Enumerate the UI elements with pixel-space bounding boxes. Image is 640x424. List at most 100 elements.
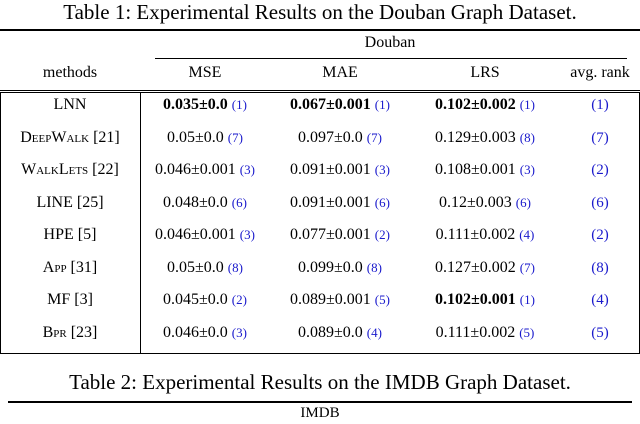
- rank-link[interactable]: (3): [239, 162, 255, 178]
- table1-top-rule: [0, 29, 640, 31]
- douban-results-table: Douban methods MSE MAE LRS avg. rank LNN…: [0, 29, 640, 349]
- avg-rank-cell: (8): [560, 252, 640, 285]
- rank-link[interactable]: (8): [227, 259, 243, 275]
- mae-cell: 0.099±0.0 (8): [270, 252, 410, 285]
- rank-link[interactable]: (7): [366, 129, 382, 145]
- lrs-cell: 0.102±0.002 (1): [410, 89, 560, 122]
- mse-cell: 0.045±0.0 (2): [140, 284, 270, 317]
- rank-link[interactable]: (4): [591, 292, 609, 309]
- mse-value: 0.05±0.0: [167, 128, 224, 146]
- table-row: HPE [5] 0.046±0.001 (3) 0.077±0.001 (2) …: [0, 219, 640, 252]
- mse-cell: 0.046±0.001 (3): [140, 154, 270, 187]
- rank-link[interactable]: (6): [374, 194, 390, 210]
- lrs-value: 0.127±0.002: [435, 258, 516, 276]
- avg-rank-cell: (1): [560, 89, 640, 122]
- mae-cell: 0.077±0.001 (2): [270, 219, 410, 252]
- lrs-cell: 0.127±0.002 (7): [410, 252, 560, 285]
- avg-rank-cell: (2): [560, 219, 640, 252]
- table-row: App [31] 0.05±0.0 (8) 0.099±0.0 (8) 0.12…: [0, 252, 640, 285]
- rank-link[interactable]: (7): [519, 259, 535, 275]
- mae-value: 0.089±0.0: [298, 323, 363, 341]
- method-cell: HPE [5]: [43, 226, 97, 244]
- table-row: DeepWalk [21] 0.05±0.0 (7) 0.097±0.0 (7)…: [0, 122, 640, 155]
- mse-value: 0.046±0.001: [155, 161, 236, 179]
- rank-link[interactable]: (4): [519, 227, 535, 243]
- avg-rank-cell: (6): [560, 187, 640, 220]
- avg-rank-cell: (5): [560, 317, 640, 350]
- column-header-row: methods MSE MAE LRS avg. rank: [0, 57, 640, 89]
- mse-cell: 0.05±0.0 (8): [140, 252, 270, 285]
- table2-caption: Table 2: Experimental Results on the IMD…: [69, 370, 571, 394]
- mse-cell: 0.046±0.0 (3): [140, 317, 270, 350]
- table1-bottom-rule: [0, 353, 640, 354]
- rank-link[interactable]: (4): [366, 324, 382, 340]
- rank-link[interactable]: (8): [519, 129, 535, 145]
- lrs-value: 0.108±0.001: [435, 161, 516, 179]
- mse-value: 0.045±0.0: [163, 291, 228, 309]
- mae-cell: 0.097±0.0 (7): [270, 122, 410, 155]
- rank-link[interactable]: (2): [591, 162, 609, 179]
- rank-link[interactable]: (8): [366, 259, 382, 275]
- rank-link[interactable]: (2): [591, 227, 609, 244]
- lrs-value: 0.12±0.003: [439, 193, 512, 211]
- rank-link[interactable]: (3): [519, 162, 535, 178]
- rank-link[interactable]: (3): [231, 324, 247, 340]
- table-row: Bpr [23] 0.046±0.0 (3) 0.089±0.0 (4) 0.1…: [0, 317, 640, 350]
- table-row: LINE [25] 0.048±0.0 (6) 0.091±0.001 (6) …: [0, 187, 640, 220]
- mse-value: 0.035±0.0: [163, 96, 228, 114]
- douban-group-rule: [155, 58, 627, 59]
- col-header-avg-rank: avg. rank: [570, 64, 630, 81]
- method-cell: Bpr [23]: [42, 323, 98, 341]
- mae-value: 0.067±0.001: [290, 96, 371, 114]
- mse-cell: 0.048±0.0 (6): [140, 187, 270, 220]
- mse-value: 0.046±0.0: [163, 323, 228, 341]
- rank-link[interactable]: (1): [374, 97, 390, 113]
- rank-link[interactable]: (6): [591, 194, 609, 211]
- method-cell: WalkLets [22]: [21, 161, 119, 179]
- table-row: MF [3] 0.045±0.0 (2) 0.089±0.001 (5) 0.1…: [0, 284, 640, 317]
- col-header-mse: MSE: [188, 64, 222, 81]
- rank-link[interactable]: (3): [239, 227, 255, 243]
- mse-value: 0.048±0.0: [163, 193, 228, 211]
- method-cell: LINE [25]: [36, 193, 104, 211]
- table-row: WalkLets [22] 0.046±0.001 (3) 0.091±0.00…: [0, 154, 640, 187]
- lrs-cell: 0.108±0.001 (3): [410, 154, 560, 187]
- mse-cell: 0.05±0.0 (7): [140, 122, 270, 155]
- imdb-group-header: IMDB: [300, 405, 340, 421]
- method-cell: DeepWalk [21]: [20, 128, 120, 146]
- method-cell: MF [3]: [47, 291, 93, 309]
- lrs-cell: 0.129±0.003 (8): [410, 122, 560, 155]
- rank-link[interactable]: (5): [519, 324, 535, 340]
- rank-link[interactable]: (7): [591, 129, 609, 146]
- rank-link[interactable]: (7): [227, 129, 243, 145]
- rank-link[interactable]: (3): [374, 162, 390, 178]
- rank-link[interactable]: (5): [591, 324, 609, 341]
- table-row: LNN 0.035±0.0 (1) 0.067±0.001 (1) 0.102±…: [0, 89, 640, 122]
- col-header-lrs: LRS: [470, 64, 500, 81]
- rank-link[interactable]: (1): [519, 292, 535, 308]
- rank-link[interactable]: (6): [231, 194, 247, 210]
- avg-rank-cell: (7): [560, 122, 640, 155]
- rank-link[interactable]: (5): [374, 292, 390, 308]
- rank-link[interactable]: (1): [231, 97, 247, 113]
- lrs-value: 0.102±0.001: [435, 291, 516, 309]
- lrs-cell: 0.111±0.002 (5): [410, 317, 560, 350]
- mae-value: 0.089±0.001: [290, 291, 371, 309]
- rank-link[interactable]: (1): [591, 97, 609, 114]
- mae-value: 0.099±0.0: [298, 258, 363, 276]
- table2-top-rule: [8, 401, 632, 403]
- table1-method-separator: [140, 92, 141, 353]
- mse-cell: 0.046±0.001 (3): [140, 219, 270, 252]
- avg-rank-cell: (4): [560, 284, 640, 317]
- rank-link[interactable]: (2): [374, 227, 390, 243]
- rank-link[interactable]: (6): [515, 194, 531, 210]
- rank-link[interactable]: (1): [519, 97, 535, 113]
- mse-cell: 0.035±0.0 (1): [140, 89, 270, 122]
- rank-link[interactable]: (8): [591, 259, 609, 276]
- rank-link[interactable]: (2): [231, 292, 247, 308]
- lrs-cell: 0.12±0.003 (6): [410, 187, 560, 220]
- method-cell: LNN: [53, 96, 87, 114]
- col-header-mae: MAE: [322, 64, 358, 81]
- mae-cell: 0.089±0.0 (4): [270, 317, 410, 350]
- lrs-value: 0.111±0.002: [435, 323, 516, 341]
